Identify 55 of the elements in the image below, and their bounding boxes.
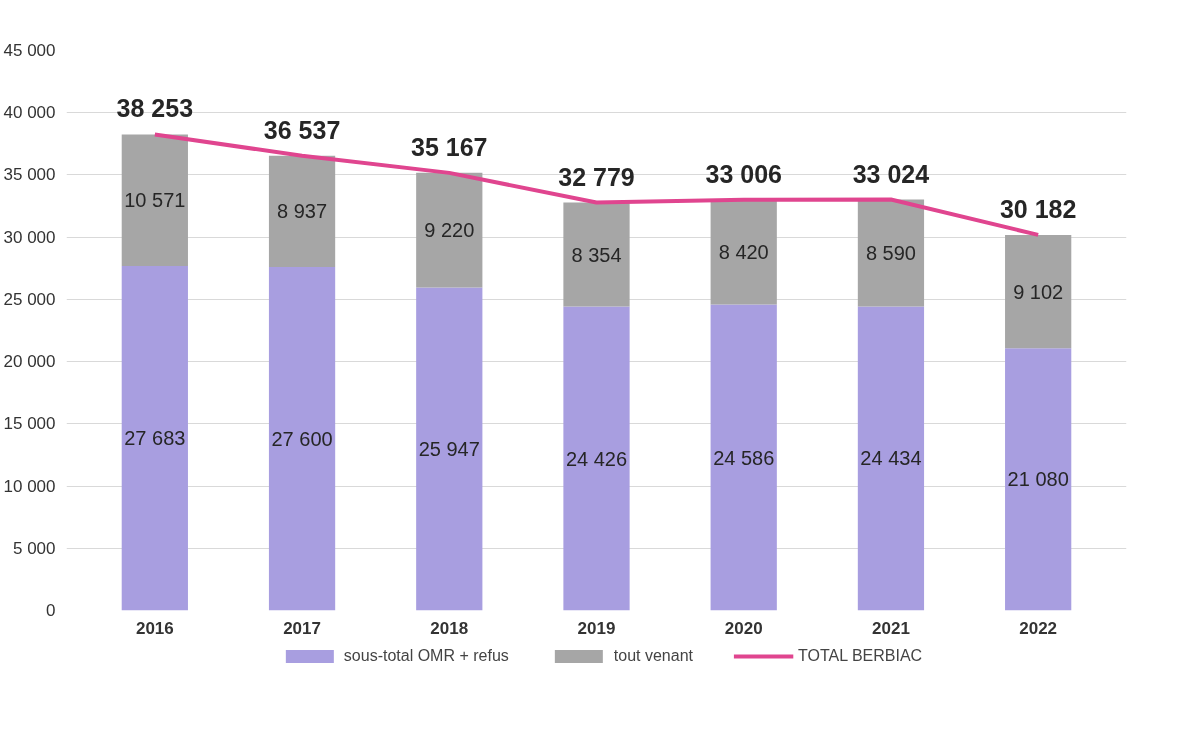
bar (121, 134, 188, 266)
data-label: 30 182 (999, 194, 1077, 223)
data-label: 32 779 (558, 162, 635, 191)
x-tick-label: 2018 (430, 618, 469, 638)
data-label: 38 253 (116, 94, 194, 123)
bar (1005, 348, 1072, 611)
bar (710, 304, 777, 611)
data-label: 8 420 (718, 241, 769, 264)
legend-label: sous-total OMR + refus (343, 647, 509, 665)
data-label: 36 537 (263, 115, 341, 144)
y-tick-label: 0 (46, 601, 56, 620)
data-label: 25 947 (418, 438, 480, 461)
bar (710, 199, 777, 305)
bar (121, 266, 188, 611)
data-label: 35 167 (411, 132, 488, 161)
data-label: 24 426 (565, 447, 628, 470)
bar (857, 306, 925, 611)
data-label: 8 937 (277, 200, 328, 223)
x-tick-label: 2020 (724, 618, 763, 638)
data-label: 9 102 (1013, 280, 1064, 303)
y-tick-label: 10 000 (3, 476, 56, 496)
bar (416, 287, 483, 611)
x-tick-label: 2017 (283, 618, 321, 638)
data-label: 8 354 (571, 243, 622, 266)
data-label: 33 006 (705, 159, 782, 188)
x-tick-label: 2022 (1019, 618, 1058, 638)
y-tick-label: 15 000 (3, 414, 56, 434)
data-label: 27 600 (271, 427, 333, 450)
bar (563, 306, 630, 611)
y-tick-label: 35 000 (3, 165, 56, 185)
legend-label: tout venant (613, 647, 693, 665)
data-label: 33 024 (852, 159, 930, 188)
x-tick-label: 2021 (872, 618, 910, 638)
x-tick-label: 2016 (135, 618, 174, 638)
bar (268, 267, 336, 611)
data-label: 24 434 (860, 447, 922, 470)
data-label: 8 590 (865, 241, 916, 264)
y-tick-label: 40 000 (3, 103, 56, 123)
data-label: 10 571 (124, 189, 186, 212)
y-tick-label: 5 000 (12, 538, 56, 558)
y-tick-label: 25 000 (3, 289, 56, 309)
data-label: 21 080 (1007, 468, 1069, 491)
y-tick-label: 45 000 (3, 41, 56, 60)
x-tick-label: 2019 (577, 618, 616, 638)
bar (416, 172, 483, 288)
bar (268, 155, 336, 268)
data-label: 27 683 (124, 427, 186, 450)
bar (1005, 234, 1072, 349)
y-tick-label: 30 000 (3, 227, 56, 247)
legend-label: TOTAL BERBIAC (797, 647, 923, 665)
data-label: 9 220 (424, 219, 475, 242)
y-tick-label: 20 000 (3, 352, 56, 372)
bar (563, 202, 630, 307)
bar (857, 199, 925, 307)
data-label: 24 586 (713, 446, 775, 469)
